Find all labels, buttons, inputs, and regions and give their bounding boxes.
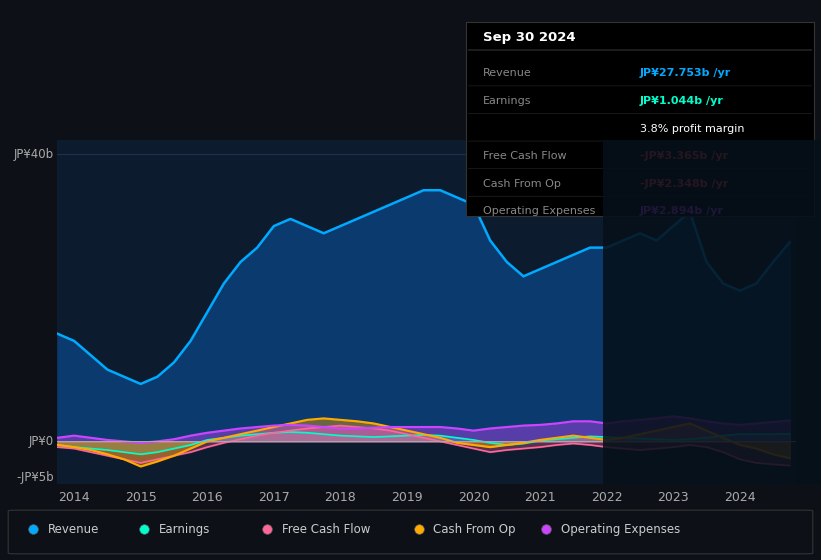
Text: JP¥2.894b /yr: JP¥2.894b /yr <box>640 207 724 217</box>
Text: Earnings: Earnings <box>158 522 210 536</box>
Text: Cash From Op: Cash From Op <box>483 179 561 189</box>
Text: Cash From Op: Cash From Op <box>433 522 516 536</box>
Text: -JP¥5b: -JP¥5b <box>16 471 54 484</box>
Text: Free Cash Flow: Free Cash Flow <box>282 522 370 536</box>
Text: 3.8% profit margin: 3.8% profit margin <box>640 124 745 134</box>
Text: Free Cash Flow: Free Cash Flow <box>483 151 566 161</box>
Text: Operating Expenses: Operating Expenses <box>483 207 595 217</box>
Text: Earnings: Earnings <box>483 96 531 106</box>
Text: -JP¥2.348b /yr: -JP¥2.348b /yr <box>640 179 728 189</box>
Text: Revenue: Revenue <box>483 68 532 78</box>
Text: JP¥40b: JP¥40b <box>14 148 54 161</box>
Text: JP¥27.753b /yr: JP¥27.753b /yr <box>640 68 732 78</box>
Text: JP¥0: JP¥0 <box>29 435 54 448</box>
Text: Operating Expenses: Operating Expenses <box>561 522 680 536</box>
Text: JP¥1.044b /yr: JP¥1.044b /yr <box>640 96 724 106</box>
Text: Sep 30 2024: Sep 30 2024 <box>483 31 576 44</box>
Text: Revenue: Revenue <box>48 522 99 536</box>
Text: -JP¥3.365b /yr: -JP¥3.365b /yr <box>640 151 728 161</box>
